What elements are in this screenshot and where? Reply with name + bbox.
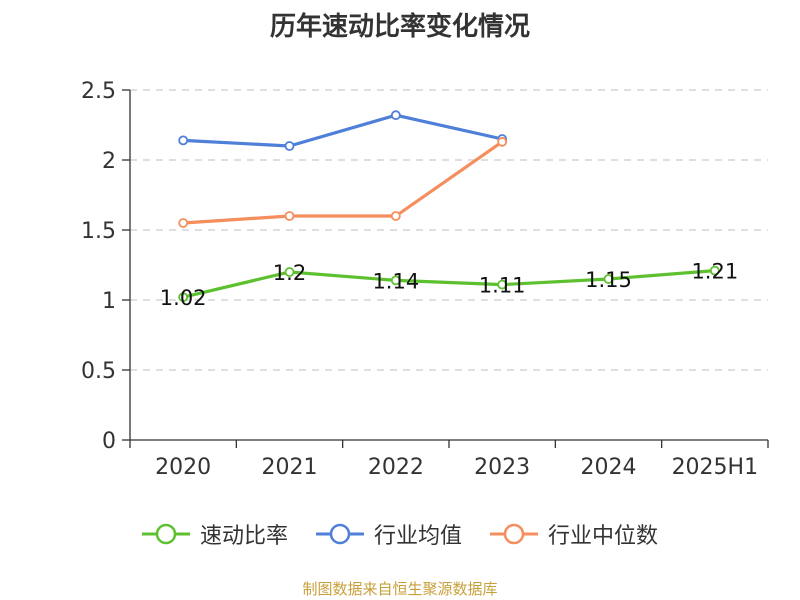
x-tick-label: 2020 [155, 455, 211, 480]
data-point [709, 265, 720, 276]
legend-item[interactable]: 行业均值 [315, 518, 462, 550]
y-tick-label: 2 [102, 149, 116, 174]
data-point [497, 136, 508, 147]
data-label: 1.2 [273, 261, 306, 285]
data-point [178, 218, 189, 228]
y-tick-label: 0 [102, 429, 116, 454]
legend-line-icon [141, 523, 190, 545]
data-point [284, 211, 295, 221]
data-point [390, 211, 401, 221]
legend: 速动比率 行业均值 行业中位数 [0, 518, 800, 550]
series-line [183, 140, 504, 225]
data-point [284, 267, 295, 277]
legend-label: 速动比率 [199, 524, 288, 549]
grid-lines [130, 89, 768, 371]
data-label: 1.02 [160, 286, 207, 310]
legend-line-icon [490, 523, 538, 545]
y-tick-label: 1 [102, 289, 116, 314]
y-tick-label: 2.5 [81, 79, 116, 104]
source-note: 制图数据来自恒生聚源数据库 [302, 580, 498, 598]
y-tick-label: 0.5 [81, 359, 116, 384]
data-point [284, 141, 295, 151]
series-layer [178, 110, 720, 303]
data-point [603, 274, 614, 284]
x-tick-label: 2024 [581, 455, 637, 480]
data-point [390, 110, 401, 121]
chart-title: 历年速动比率变化情况 [269, 12, 530, 42]
x-tick-label: 2022 [368, 455, 424, 480]
legend-item[interactable]: 速动比率 [141, 518, 288, 550]
data-point [497, 279, 508, 290]
data-label: 1.11 [479, 274, 526, 298]
data-label: 1.21 [691, 260, 738, 284]
data-point [178, 292, 189, 303]
legend-item[interactable]: 行业中位数 [490, 518, 658, 550]
data-point [390, 275, 401, 286]
data-label: 1.15 [585, 268, 632, 292]
legend-label: 行业中位数 [548, 524, 659, 549]
data-point [178, 135, 189, 146]
x-tick-label: 2025H1 [672, 455, 759, 480]
series-line [182, 269, 715, 299]
y-tick-label: 1.5 [81, 219, 116, 244]
data-labels: 1.02 1.2 1.14 1.11 1.15 1.21 [160, 260, 738, 311]
x-tick-label: 2021 [262, 455, 318, 480]
series-line [183, 113, 503, 148]
legend-label: 行业均值 [373, 524, 462, 549]
axes: 0 0.5 1 1.5 2 2.5 2020 2021 2022 2023 2024 2025H1 [81, 79, 769, 480]
legend-line-icon [315, 523, 364, 545]
x-tick-label: 2023 [474, 455, 530, 480]
data-label: 1.14 [372, 269, 419, 293]
